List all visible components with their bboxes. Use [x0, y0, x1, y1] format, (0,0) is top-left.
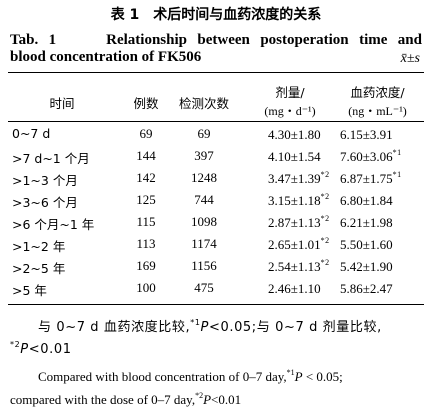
cell-dose: 2.54±1.13*2: [268, 258, 330, 274]
cell-dose: 2.46±1.10: [268, 281, 321, 296]
cell-tests: 475: [194, 280, 214, 295]
cell-dose: 2.65±1.01*2: [268, 236, 330, 252]
table-row: >1~2 年 113 1174 2.65±1.01*2 5.50±1.60: [0, 236, 432, 257]
cell-cases: 115: [136, 214, 156, 229]
table-row: >5 年 100 475 2.46±1.10 5.86±2.47: [0, 280, 432, 301]
cell-tests: 397: [194, 148, 214, 163]
cell-conc: 5.86±2.47: [340, 281, 393, 296]
statistic-note: x̄±s: [400, 51, 420, 66]
cell-dose: 3.47±1.39*2: [268, 170, 330, 186]
cell-tests: 1174: [191, 236, 217, 251]
cell-time: >1~2 年: [12, 239, 66, 254]
cell-tests: 1098: [191, 214, 217, 229]
cell-tests: 1248: [191, 170, 217, 185]
cell-conc: 5.50±1.60: [340, 237, 393, 252]
table-row: >1~3 个月 142 1248 3.47±1.39*2 6.87±1.75*1: [0, 170, 432, 191]
table-row: >7 d~1 个月 144 397 4.10±1.54 7.60±3.06*1: [0, 148, 432, 169]
cell-tests: 1156: [191, 258, 217, 273]
cell-dose: 2.87±1.13*2: [268, 214, 330, 230]
cell-cases: 169: [136, 258, 156, 273]
cell-time: >3~6 个月: [12, 195, 78, 210]
cell-conc: 6.87±1.75*1: [340, 170, 402, 186]
top-rule: [8, 72, 424, 73]
cell-dose: 4.10±1.54: [268, 149, 321, 164]
footnote-en-line1: Compared with blood concentration of 0–7…: [38, 368, 343, 384]
header-dose-unit: (mg・d⁻¹): [264, 104, 316, 118]
header-conc: 血药浓度/: [350, 85, 405, 100]
table-row: 0~7 d 69 69 4.30±1.80 6.15±3.91: [0, 126, 432, 147]
cell-dose: 3.15±1.18*2: [268, 192, 330, 208]
header-conc-unit: (ng・mL⁻¹): [348, 104, 407, 118]
cell-cases: 142: [136, 170, 156, 185]
cell-cases: 113: [136, 236, 156, 251]
footnote-cn-line1: 与 0~7 d 血药浓度比较,*1P<0.05;与 0~7 d 剂量比较,: [38, 318, 382, 335]
cell-time: >5 年: [12, 283, 47, 298]
cell-cases: 69: [139, 126, 153, 141]
table-row: >3~6 个月 125 744 3.15±1.18*2 6.80±1.84: [0, 192, 432, 213]
header-cases: 例数: [133, 96, 159, 111]
cell-conc: 6.80±1.84: [340, 193, 393, 208]
table-title-en-line1: Tab. 1 Relationship between postoperatio…: [10, 32, 422, 48]
cell-tests: 744: [194, 192, 214, 207]
cell-conc: 5.42±1.90: [340, 259, 393, 274]
table-title-cn: 表 1 术后时间与血药浓度的关系: [110, 7, 322, 23]
header-time: 时间: [49, 96, 75, 111]
header-dose: 剂量/: [275, 85, 305, 100]
cell-conc: 6.21±1.98: [340, 215, 393, 230]
bottom-rule: [8, 304, 424, 305]
table-row: >6 个月~1 年 115 1098 2.87±1.13*2 6.21±1.98: [0, 214, 432, 235]
cell-conc: 6.15±3.91: [340, 127, 393, 142]
cell-time: >1~3 个月: [12, 173, 78, 188]
footnote-en-line2: compared with the dose of 0–7 day,*2P<0.…: [10, 391, 242, 407]
cell-cases: 125: [136, 192, 156, 207]
cell-conc: 7.60±3.06*1: [340, 148, 402, 164]
cell-time: 0~7 d: [12, 126, 51, 141]
header-rule: [8, 121, 424, 122]
table-row: >2~5 年 169 1156 2.54±1.13*2 5.42±1.90: [0, 258, 432, 279]
cell-time: >7 d~1 个月: [12, 151, 90, 166]
cell-time: >6 个月~1 年: [12, 217, 95, 232]
cell-cases: 144: [136, 148, 156, 163]
footnote-cn-line2: *2P<0.01: [10, 340, 72, 357]
table-title-en-line2: blood concentration of FK506: [10, 49, 202, 65]
cell-tests: 69: [197, 126, 211, 141]
cell-time: >2~5 年: [12, 261, 66, 276]
cell-cases: 100: [136, 280, 156, 295]
cell-dose: 4.30±1.80: [268, 127, 321, 142]
header-tests: 检测次数: [178, 96, 229, 111]
